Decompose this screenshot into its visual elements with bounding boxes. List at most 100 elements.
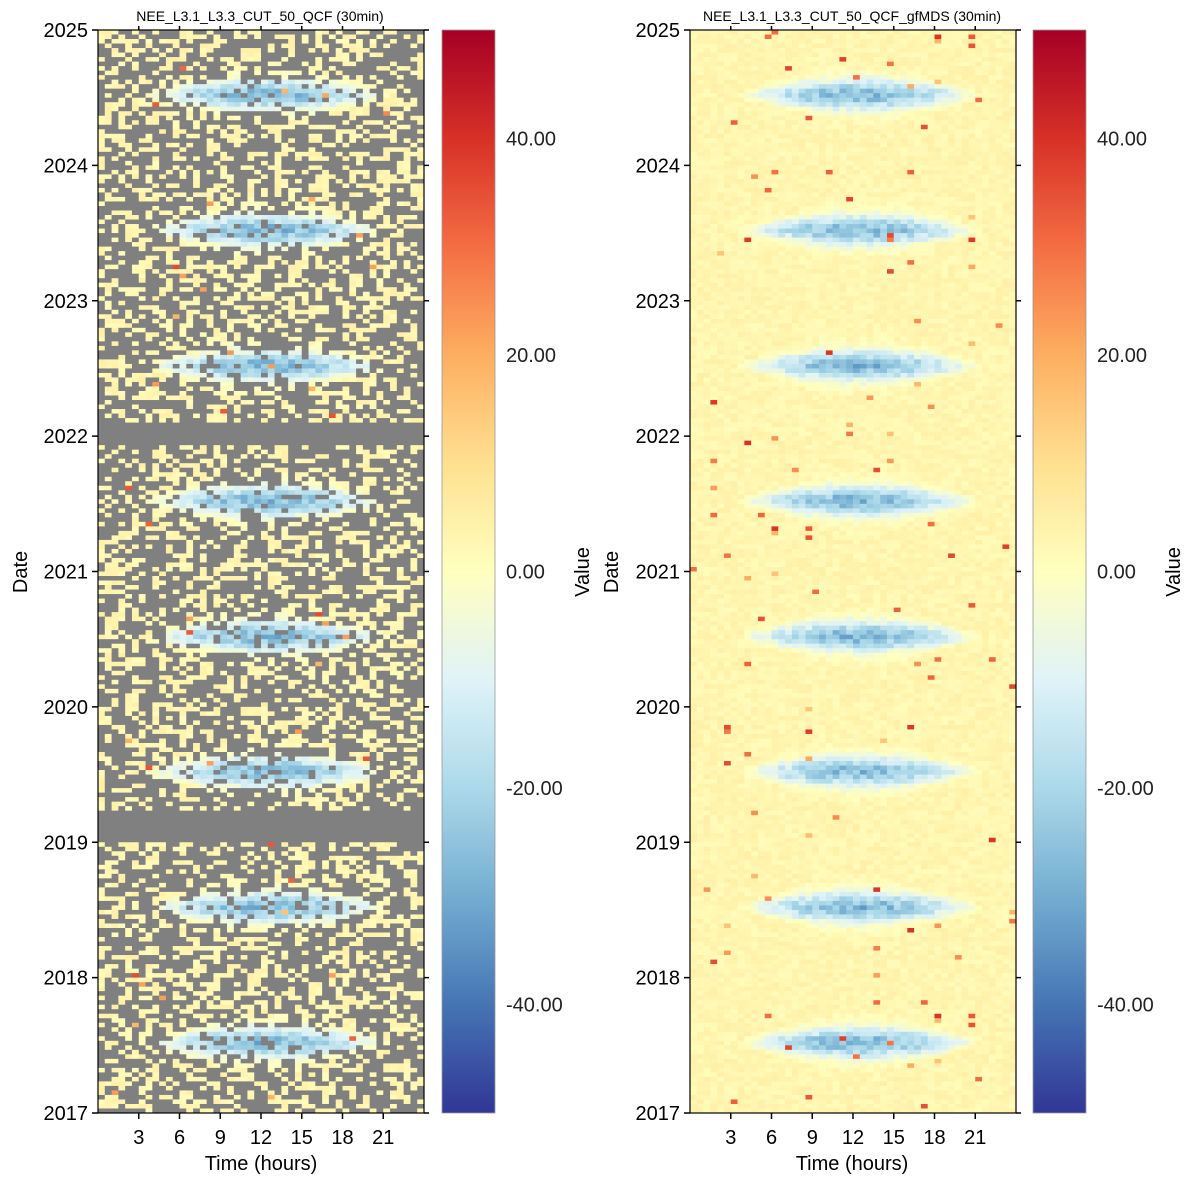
heatmap-cell [112, 116, 119, 121]
heatmap-cell [261, 414, 268, 419]
heatmap-cell [302, 48, 309, 53]
heatmap-cell [309, 278, 316, 283]
heatmap-cell [343, 206, 350, 211]
heatmap-cell [152, 129, 159, 134]
heatmap-cell [213, 274, 220, 279]
heatmap-cell [105, 265, 112, 270]
heatmap-cell [261, 418, 268, 423]
heatmap-cell [261, 188, 268, 193]
heatmap-cell [370, 211, 377, 216]
heatmap-cell [410, 423, 417, 428]
heatmap-cell [410, 454, 417, 459]
heatmap-cell [98, 57, 105, 62]
heatmap-cell [98, 414, 105, 419]
heatmap-cell [356, 459, 363, 464]
heatmap-cell [241, 116, 248, 121]
heatmap-cell [98, 472, 105, 477]
heatmap-cell [302, 84, 309, 89]
heatmap-cell [193, 35, 200, 40]
heatmap-cell [146, 152, 153, 157]
heatmap-cell [349, 206, 356, 211]
heatmap-cell [390, 156, 397, 161]
heatmap-cell [193, 197, 200, 202]
heatmap-cell [390, 364, 397, 369]
heatmap-cell [322, 368, 329, 373]
heatmap-cell [207, 30, 214, 35]
heatmap-cell [159, 414, 166, 419]
heatmap-cell [220, 30, 227, 35]
heatmap-cell [125, 98, 132, 103]
heatmap-cell [349, 161, 356, 166]
heatmap-cell [241, 355, 248, 360]
heatmap-cell [281, 368, 288, 373]
heatmap-cell [309, 373, 316, 378]
heatmap-cell [254, 477, 261, 482]
heatmap-cell [213, 477, 220, 482]
heatmap-cell [397, 301, 404, 306]
heatmap-cell [139, 165, 146, 170]
heatmap-cell [363, 188, 370, 193]
heatmap-cell [404, 116, 411, 121]
heatmap-cell [329, 48, 336, 53]
heatmap-cell [139, 53, 146, 58]
heatmap-cell [397, 192, 404, 197]
heatmap-cell [146, 143, 153, 148]
heatmap-cell [322, 477, 329, 482]
heatmap-cell [302, 251, 309, 256]
heatmap-cell [105, 211, 112, 216]
heatmap-cell [356, 350, 363, 355]
heatmap-cell [275, 283, 282, 288]
heatmap-cell [152, 359, 159, 364]
heatmap-cell [241, 265, 248, 270]
heatmap-cell [356, 481, 363, 486]
heatmap-cell [376, 414, 383, 419]
heatmap-cell [193, 107, 200, 112]
heatmap-cell [390, 314, 397, 319]
heatmap-cell [234, 396, 241, 401]
heatmap-cell [302, 423, 309, 428]
heatmap-cell [383, 373, 390, 378]
heatmap-cell [186, 53, 193, 58]
heatmap-cell [390, 229, 397, 234]
heatmap-cell [186, 134, 193, 139]
heatmap-cell [404, 459, 411, 464]
heatmap-cell [152, 432, 159, 437]
heatmap-cell [220, 486, 227, 491]
heatmap-cell [213, 147, 220, 152]
heatmap-cell [288, 165, 295, 170]
heatmap-cell [315, 495, 322, 500]
heatmap-cell [268, 445, 275, 450]
heatmap-cell [152, 319, 159, 324]
heatmap-cell [159, 147, 166, 152]
heatmap-cell [132, 57, 139, 62]
heatmap-cell [200, 274, 207, 279]
heatmap-cell [213, 423, 220, 428]
heatmap-cell [227, 161, 234, 166]
heatmap-cell [417, 350, 424, 355]
heatmap-cell [281, 89, 288, 94]
heatmap-cell [213, 57, 220, 62]
heatmap-cell [186, 238, 193, 243]
heatmap-cell [118, 134, 125, 139]
heatmap-cell [376, 30, 383, 35]
heatmap-cell [186, 35, 193, 40]
heatmap-cell [159, 292, 166, 297]
heatmap-cell [288, 328, 295, 333]
heatmap-cell [118, 125, 125, 130]
heatmap-cell [227, 183, 234, 188]
heatmap-cell [234, 211, 241, 216]
heatmap-cell [370, 66, 377, 71]
heatmap-cell [288, 319, 295, 324]
heatmap-cell [261, 260, 268, 265]
heatmap-cell [315, 314, 322, 319]
heatmap-cell [139, 314, 146, 319]
heatmap-cell [376, 242, 383, 247]
heatmap-cell [247, 143, 254, 148]
heatmap-cell [112, 436, 119, 441]
heatmap-cell [295, 409, 302, 414]
heatmap-cell [173, 292, 180, 297]
heatmap-cell [213, 80, 220, 85]
heatmap-cell [152, 156, 159, 161]
heatmap-cell [207, 310, 214, 315]
heatmap-cell [417, 414, 424, 419]
